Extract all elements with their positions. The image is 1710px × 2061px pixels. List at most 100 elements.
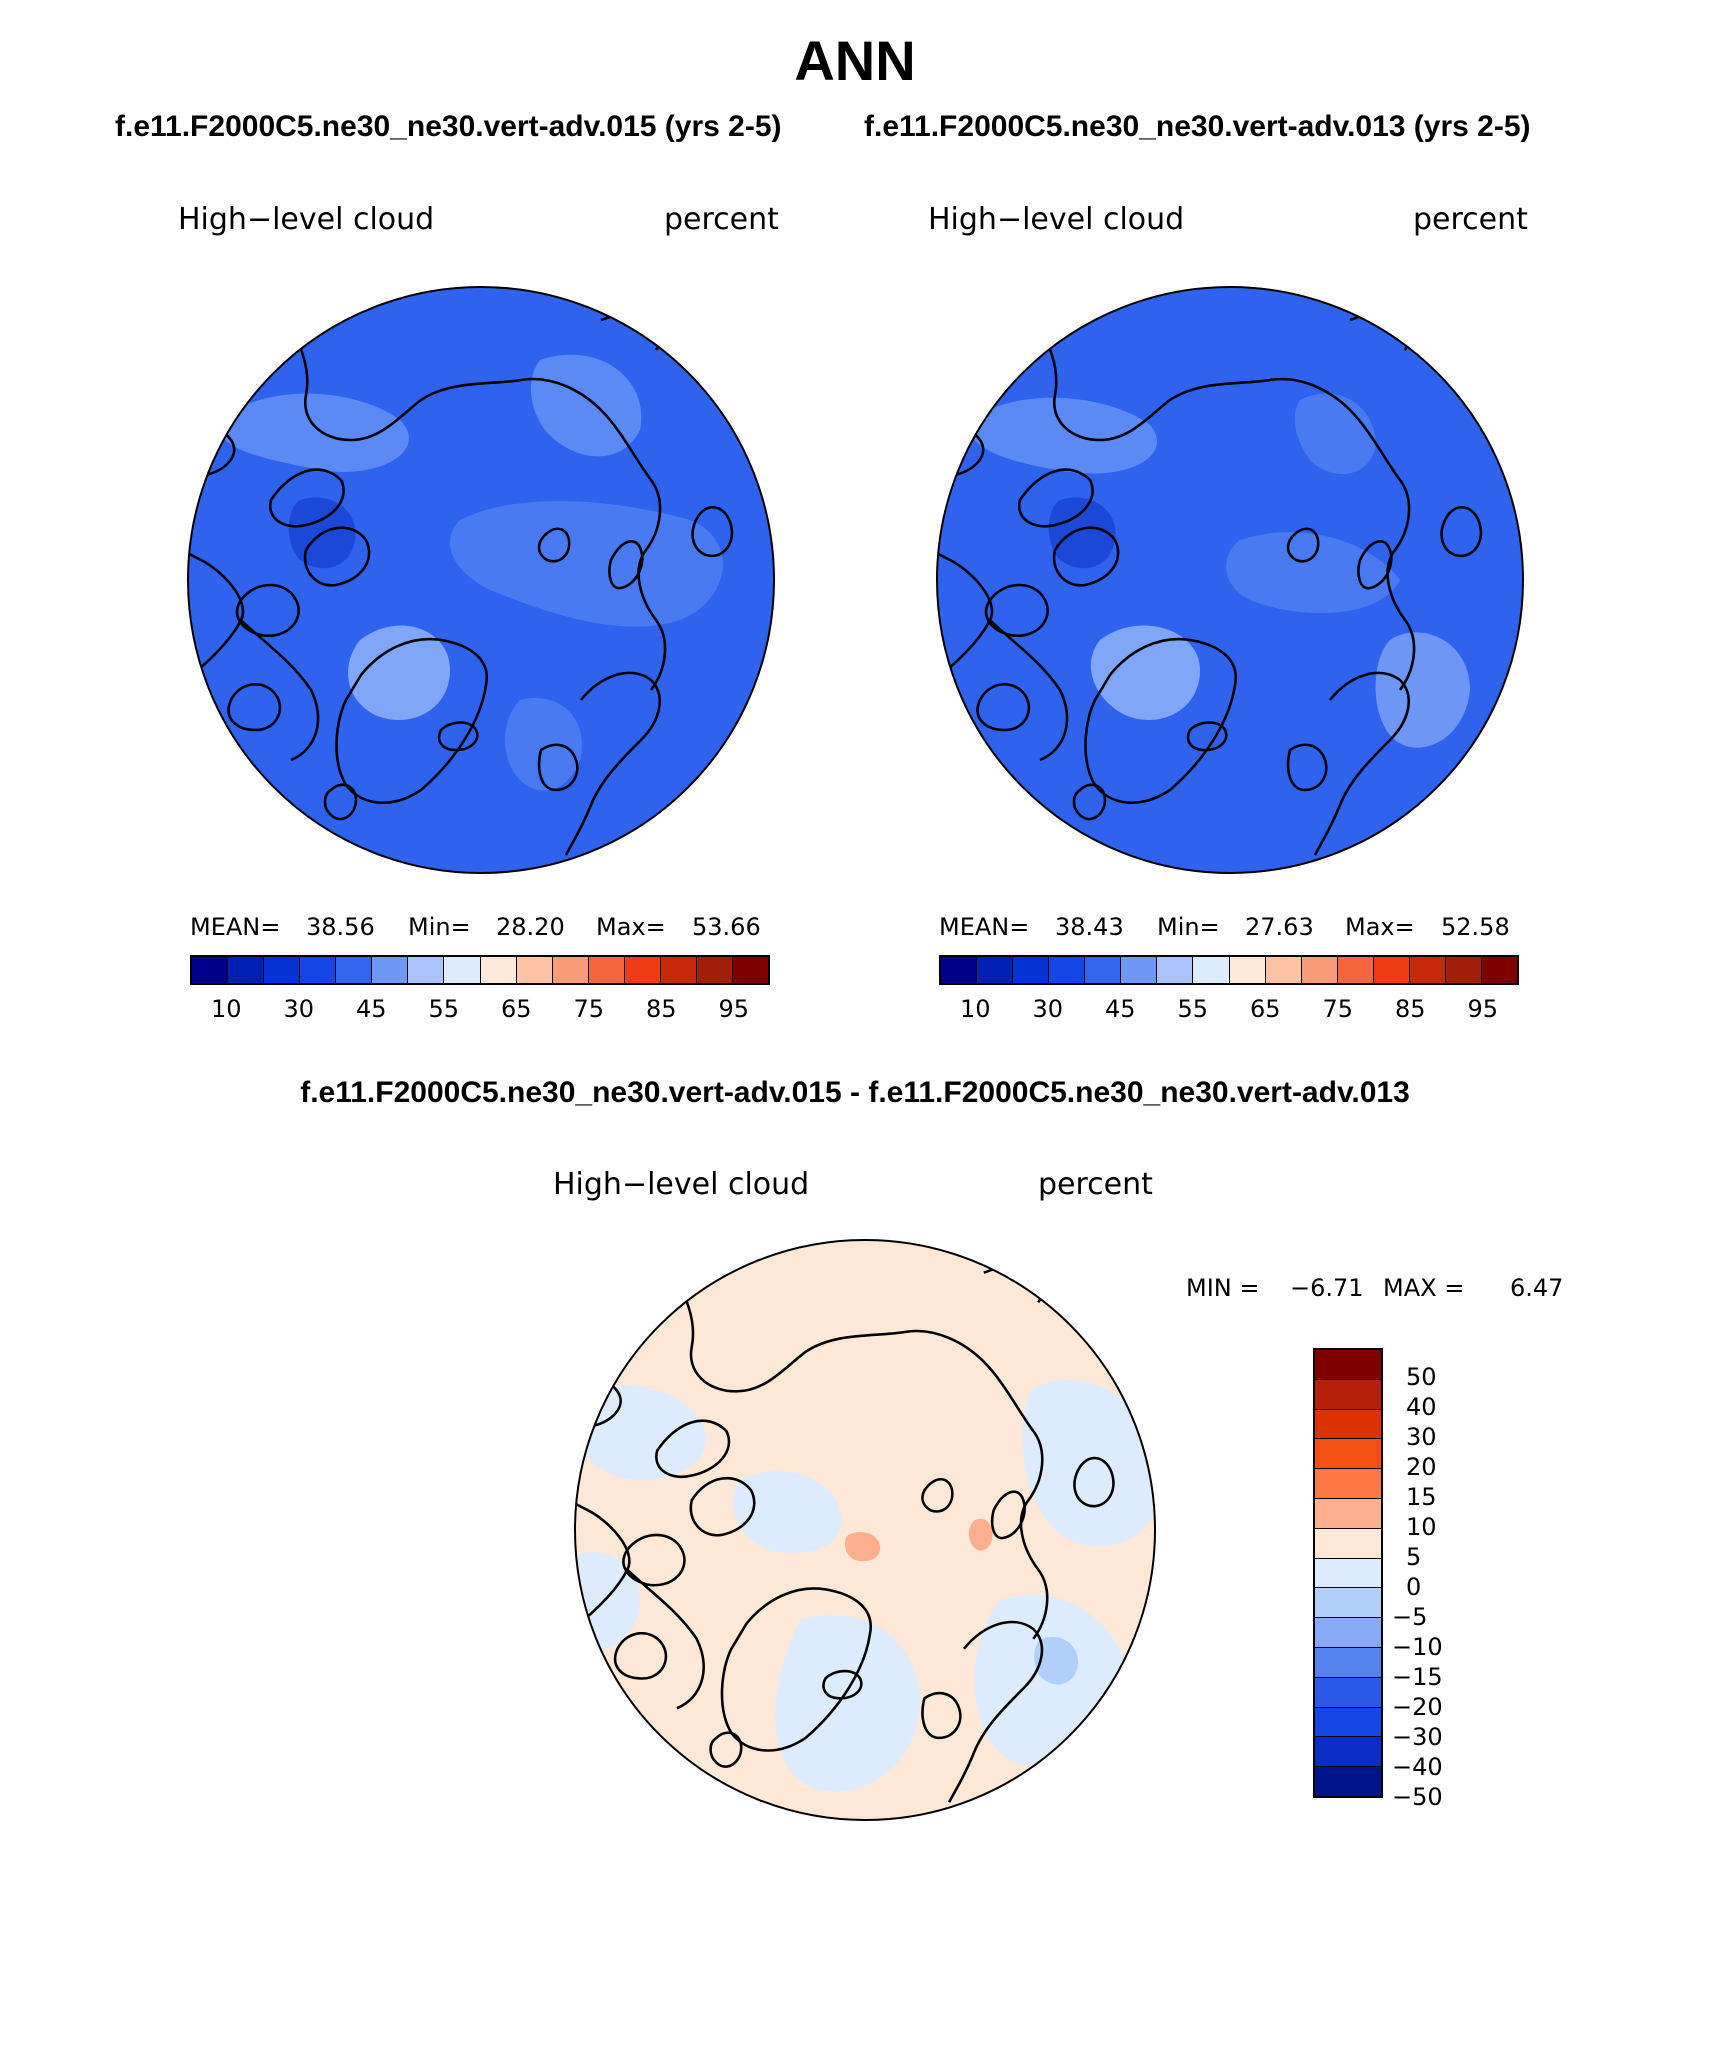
colorbar-swatch xyxy=(1085,957,1122,983)
colorbar-swatch xyxy=(1315,1618,1381,1648)
panel1-max-label: Max= xyxy=(596,913,666,941)
colorbar-tick-label: 95 xyxy=(718,995,750,1023)
colorbar-tick-label: 75 xyxy=(573,995,605,1023)
panel2-max-value: 52.58 xyxy=(1441,913,1510,941)
colorbar-swatch xyxy=(1373,957,1410,983)
colorbar-right-ticks: 10 30 45 55 65 75 85 95 xyxy=(939,995,1519,1025)
colorbar-tick-label: 20 xyxy=(1406,1453,1437,1481)
colorbar-swatch xyxy=(1049,957,1086,983)
colorbar-tick-label: 5 xyxy=(1406,1543,1422,1571)
colorbar-swatch xyxy=(1157,957,1194,983)
colorbar-swatch xyxy=(660,957,697,983)
colorbar-tick-label: 65 xyxy=(1249,995,1281,1023)
colorbar-tick-label: 30 xyxy=(1032,995,1064,1023)
colorbar-tick-label: 30 xyxy=(1406,1423,1437,1451)
colorbar-swatch xyxy=(1301,957,1338,983)
colorbar-right xyxy=(939,955,1519,985)
colorbar-swatch xyxy=(228,957,265,983)
colorbar-swatch xyxy=(588,957,625,983)
panel2-units: percent xyxy=(1413,202,1528,237)
panel2-min-label: Min= xyxy=(1157,913,1220,941)
colorbar-swatch xyxy=(444,957,481,983)
colorbar-tick-label: −40 xyxy=(1392,1753,1443,1781)
panel2-mean-value: 38.43 xyxy=(1055,913,1124,941)
colorbar-swatch xyxy=(1315,1409,1381,1440)
colorbar-swatch xyxy=(372,957,409,983)
colorbar-swatch xyxy=(1013,957,1050,983)
diff-case-title: f.e11.F2000C5.ne30_ne30.vert-adv.015 - f… xyxy=(300,1076,1410,1109)
colorbar-tick-label: −30 xyxy=(1392,1723,1443,1751)
colorbar-tick-label: −10 xyxy=(1392,1633,1443,1661)
colorbar-swatch xyxy=(1481,957,1517,983)
colorbar-swatch xyxy=(1229,957,1266,983)
colorbar-tick-label: 15 xyxy=(1406,1483,1437,1511)
colorbar-tick-label: 95 xyxy=(1467,995,1499,1023)
panel1-units: percent xyxy=(664,202,779,237)
colorbar-tick-label: −50 xyxy=(1392,1783,1443,1811)
colorbar-swatch xyxy=(941,957,978,983)
panel1-max-value: 53.66 xyxy=(692,913,761,941)
colorbar-tick-label: −5 xyxy=(1392,1603,1428,1631)
colorbar-tick-label: 55 xyxy=(428,995,460,1023)
colorbar-tick-label: 10 xyxy=(959,995,991,1023)
colorbar-tick-label: 45 xyxy=(1104,995,1136,1023)
diff-min-value: −6.71 xyxy=(1290,1274,1364,1302)
diff-min-label: MIN = xyxy=(1186,1274,1260,1302)
colorbar-swatch xyxy=(1315,1498,1381,1529)
colorbar-swatch xyxy=(1315,1647,1381,1678)
colorbar-left-ticks: 10 30 45 55 65 75 85 95 xyxy=(190,995,770,1025)
diff-units: percent xyxy=(1038,1167,1153,1202)
panel1-min-label: Min= xyxy=(408,913,471,941)
diff-max-label: MAX = xyxy=(1383,1274,1465,1302)
colorbar-tick-label: −15 xyxy=(1392,1663,1443,1691)
panel1-min-value: 28.20 xyxy=(496,913,565,941)
colorbar-tick-label: 0 xyxy=(1406,1573,1422,1601)
colorbar-swatch xyxy=(1315,1737,1381,1768)
diff-variable: High−level cloud xyxy=(553,1167,810,1202)
colorbar-tick-label: 30 xyxy=(283,995,315,1023)
colorbar-left xyxy=(190,955,770,985)
colorbar-tick-label: 50 xyxy=(1406,1363,1437,1391)
colorbar-tick-label: −20 xyxy=(1392,1693,1443,1721)
panel1-map xyxy=(188,287,774,873)
colorbar-tick-label: 85 xyxy=(1394,995,1426,1023)
colorbar-tick-label: 45 xyxy=(355,995,387,1023)
colorbar-swatch xyxy=(1315,1528,1381,1559)
colorbar-swatch xyxy=(1315,1379,1381,1410)
colorbar-tick-label: 40 xyxy=(1406,1393,1437,1421)
colorbar-tick-label: 65 xyxy=(500,995,532,1023)
colorbar-swatch xyxy=(1315,1767,1381,1796)
colorbar-swatch xyxy=(624,957,661,983)
panel2-map xyxy=(937,287,1523,873)
colorbar-swatch xyxy=(1265,957,1302,983)
panel2-mean-label: MEAN= xyxy=(939,913,1030,941)
colorbar-swatch xyxy=(480,957,517,983)
colorbar-swatch xyxy=(264,957,301,983)
panel2-variable: High−level cloud xyxy=(928,202,1185,237)
colorbar-swatch xyxy=(552,957,589,983)
colorbar-swatch xyxy=(1315,1350,1381,1380)
colorbar-tick-label: 10 xyxy=(1406,1513,1437,1541)
plot-title: ANN xyxy=(794,29,916,92)
colorbar-swatch xyxy=(696,957,733,983)
colorbar-swatch xyxy=(1315,1707,1381,1738)
colorbar-swatch xyxy=(1409,957,1446,983)
diff-max-value: 6.47 xyxy=(1510,1274,1564,1302)
case-title-left: f.e11.F2000C5.ne30_ne30.vert-adv.015 (yr… xyxy=(115,110,782,143)
diff-map xyxy=(575,1240,1155,1820)
colorbar-swatch xyxy=(1315,1588,1381,1619)
case-title-right: f.e11.F2000C5.ne30_ne30.vert-adv.013 (yr… xyxy=(864,110,1531,143)
colorbar-swatch xyxy=(1315,1677,1381,1708)
colorbar-swatch xyxy=(732,957,768,983)
colorbar-swatch xyxy=(1315,1558,1381,1589)
colorbar-swatch xyxy=(1121,957,1158,983)
colorbar-swatch xyxy=(192,957,229,983)
colorbar-swatch xyxy=(336,957,373,983)
colorbar-swatch xyxy=(977,957,1014,983)
colorbar-swatch xyxy=(1193,957,1230,983)
colorbar-diff xyxy=(1313,1348,1383,1798)
colorbar-tick-label: 85 xyxy=(645,995,677,1023)
colorbar-swatch xyxy=(1315,1439,1381,1470)
panel1-mean-value: 38.56 xyxy=(306,913,375,941)
